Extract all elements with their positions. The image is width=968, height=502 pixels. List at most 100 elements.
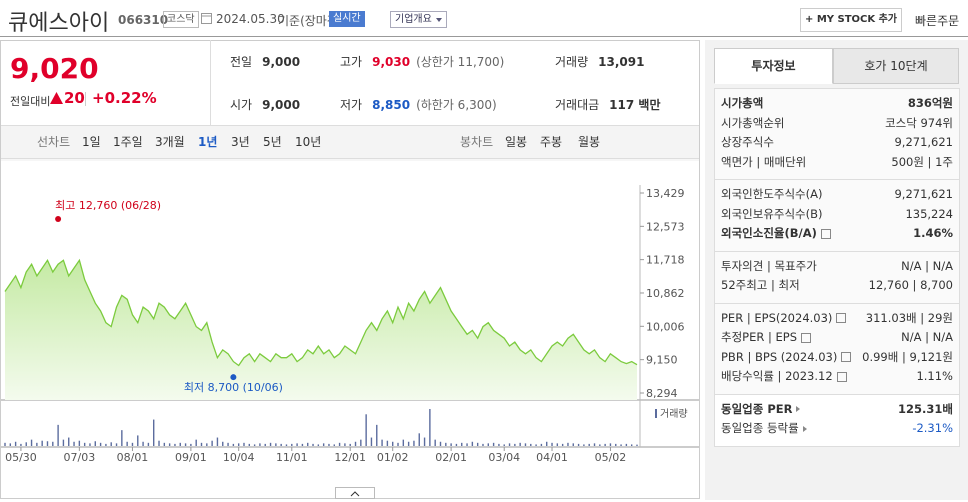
separator <box>85 92 86 106</box>
volume-bar <box>190 443 192 446</box>
volume-bar <box>535 444 537 446</box>
info-value: -2.31% <box>912 421 953 435</box>
volume-bar <box>317 444 320 446</box>
period-tab[interactable]: 1일 <box>82 135 101 149</box>
help-icon[interactable] <box>820 228 831 239</box>
volume-bar <box>78 440 81 446</box>
volume-bar <box>200 442 203 446</box>
candle-chart-label: 봉차트 <box>460 135 494 149</box>
tab-invest-info[interactable]: 투자정보 <box>714 48 833 84</box>
volume-legend: 거래량 <box>660 408 688 420</box>
quote-cell: 전일 9,000 <box>230 53 300 70</box>
help-icon[interactable] <box>836 313 847 323</box>
volume-bar <box>253 444 256 446</box>
realtime-button[interactable]: 실시간 <box>329 11 365 27</box>
info-row: 외국인소진율(B/A) 1.46% <box>721 224 953 244</box>
volume-bar <box>25 442 27 446</box>
volume-bar <box>20 443 22 446</box>
volume-bar <box>561 443 564 446</box>
date: 2024.05.30 <box>216 12 285 26</box>
info-value: 135,224 <box>905 206 953 221</box>
info-row: 추정PER | EPS N/A | N/A <box>721 328 953 348</box>
info-label-text: 시가총액순위 <box>721 115 785 130</box>
tab-order-book[interactable]: 호가 10단계 <box>833 48 959 84</box>
date-basis: 기준(장마감) <box>278 14 343 28</box>
x-tick-label: 09/01 <box>175 451 207 464</box>
volume-bar <box>168 443 171 446</box>
volume-bar <box>312 443 314 446</box>
volume-bar <box>269 442 272 446</box>
candle-tab[interactable]: 월봉 <box>578 135 601 149</box>
volume-bar <box>99 442 102 446</box>
help-icon[interactable] <box>836 371 847 382</box>
volume-bar <box>36 442 38 446</box>
info-label-text: 추정PER | EPS <box>721 330 798 344</box>
volume-bar <box>275 443 277 446</box>
quote-cell: 거래대금 117 백만 <box>555 96 660 113</box>
quick-order-link[interactable]: 빠른주문 <box>915 14 960 28</box>
quote-cell: 저가 8,850 (하한가 6,300) <box>340 96 497 113</box>
volume-bar <box>604 443 606 446</box>
volume-bar <box>264 443 266 446</box>
info-row: 동일업종 등락률 -2.31% <box>721 419 953 439</box>
volume-bar <box>572 443 574 446</box>
volume-bar <box>620 444 622 446</box>
period-tab[interactable]: 3개월 <box>155 135 185 149</box>
help-icon[interactable] <box>841 352 852 362</box>
info-label-text: 외국인한도주식수(A) <box>721 187 823 201</box>
info-label: 투자의견 | 목표주가 <box>721 257 817 277</box>
volume-bar <box>248 443 251 446</box>
volume-bar <box>476 442 479 446</box>
info-row: 52주최고 | 최저 12,760 | 8,700 <box>721 276 953 296</box>
period-tab[interactable]: 1주일 <box>113 135 143 149</box>
collapse-button[interactable] <box>335 487 375 499</box>
volume-bar <box>567 442 569 446</box>
collapse-icon <box>350 491 360 497</box>
volume-bar <box>73 441 75 446</box>
candle-tab[interactable]: 주봉 <box>540 135 563 149</box>
x-tick-label: 10/04 <box>223 451 255 464</box>
volume-bar <box>466 443 468 446</box>
volume-bar <box>524 443 527 446</box>
period-tab[interactable]: 10년 <box>295 135 322 149</box>
volume-bar <box>434 439 436 446</box>
volume-bar <box>583 444 585 446</box>
volume-bar <box>174 443 176 446</box>
quote-label: 시가 <box>230 98 253 112</box>
info-value: 9,271,621 <box>894 187 953 201</box>
calendar-icon <box>201 13 212 24</box>
info-label-text: 외국인보유주식수(B) <box>721 206 823 221</box>
period-tab[interactable]: 3년 <box>231 135 250 149</box>
volume-bar <box>530 443 532 446</box>
period-tab[interactable]: 5년 <box>263 135 282 149</box>
dropdown-caret <box>435 18 442 22</box>
my-stock-button[interactable]: + MY STOCK 추가 <box>800 8 902 32</box>
volume-bar <box>222 441 224 446</box>
company-info-dropdown[interactable]: 기업개요 <box>390 11 447 28</box>
sidebar: 투자정보 호가 10단계 시가총액 836억원 시가총액순위 코스닥 974위 상장주식… <box>705 40 968 500</box>
volume-bar <box>471 441 474 446</box>
period-tab[interactable]: 1년 <box>198 135 218 149</box>
volume-bar <box>126 441 128 446</box>
info-label-text: PER | EPS(2024.03) <box>721 310 833 325</box>
info-label: 추정PER | EPS <box>721 328 812 348</box>
volume-bar <box>338 442 341 446</box>
y-tick-label: 13,429 <box>646 187 685 200</box>
candle-tab[interactable]: 일봉 <box>505 135 528 149</box>
info-label-text: PBR | BPS (2024.03) <box>721 349 838 364</box>
volume-bar <box>508 443 511 446</box>
info-section: 외국인한도주식수(A) 9,271,621 외국인보유주식수(B) 135,224 외국… <box>715 180 959 252</box>
line-chart-label: 선차트 <box>37 135 71 149</box>
info-row: PBR | BPS (2024.03) 0.99배 | 9,121원 <box>721 348 953 368</box>
help-icon[interactable] <box>801 332 812 343</box>
volume-bar <box>423 437 426 446</box>
x-tick-label: 08/01 <box>117 451 149 464</box>
up-arrow <box>50 92 63 104</box>
volume-bar <box>354 441 357 446</box>
info-label: 배당수익률 | 2023.12 <box>721 367 847 387</box>
info-row: 배당수익률 | 2023.12 1.11% <box>721 367 953 387</box>
info-label-text: 동일업종 등락률 <box>721 421 799 435</box>
info-value: 0.99배 | 9,121원 <box>862 349 953 364</box>
volume-bar <box>599 444 601 446</box>
info-row: 투자의견 | 목표주가 N/A | N/A <box>721 257 953 277</box>
